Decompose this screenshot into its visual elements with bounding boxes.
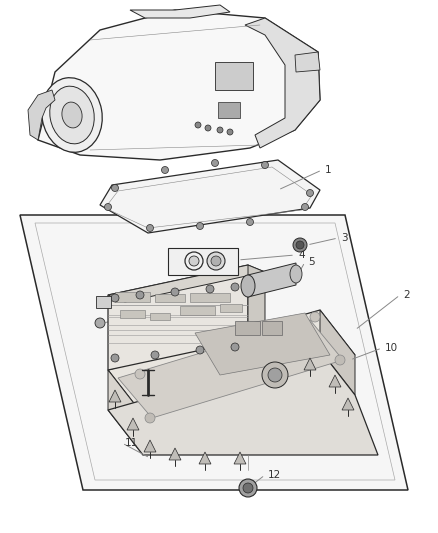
Circle shape bbox=[212, 159, 219, 166]
Circle shape bbox=[261, 161, 268, 168]
Circle shape bbox=[151, 351, 159, 359]
Ellipse shape bbox=[241, 275, 255, 297]
Bar bbox=[220, 304, 242, 312]
Circle shape bbox=[307, 190, 314, 197]
Bar bbox=[235, 321, 260, 335]
Polygon shape bbox=[108, 265, 265, 302]
Circle shape bbox=[135, 369, 145, 379]
Circle shape bbox=[206, 285, 214, 293]
Circle shape bbox=[207, 252, 225, 270]
Circle shape bbox=[105, 204, 112, 211]
Text: 5: 5 bbox=[308, 257, 314, 267]
Circle shape bbox=[262, 362, 288, 388]
Bar bbox=[180, 306, 215, 315]
Bar bbox=[120, 310, 145, 318]
Polygon shape bbox=[100, 160, 320, 233]
Text: 10: 10 bbox=[385, 343, 398, 353]
Ellipse shape bbox=[42, 78, 102, 152]
Circle shape bbox=[197, 222, 204, 230]
Polygon shape bbox=[144, 440, 156, 452]
Bar bbox=[218, 102, 240, 118]
Polygon shape bbox=[108, 350, 378, 455]
Polygon shape bbox=[234, 452, 246, 464]
Circle shape bbox=[301, 204, 308, 211]
Polygon shape bbox=[342, 398, 354, 410]
Bar bbox=[150, 313, 170, 320]
Ellipse shape bbox=[290, 265, 302, 283]
Circle shape bbox=[243, 483, 253, 493]
Polygon shape bbox=[108, 370, 143, 455]
Bar bbox=[262, 321, 282, 335]
Polygon shape bbox=[168, 248, 238, 275]
Circle shape bbox=[111, 294, 119, 302]
Polygon shape bbox=[108, 265, 248, 370]
Circle shape bbox=[171, 288, 179, 296]
Circle shape bbox=[136, 291, 144, 299]
Polygon shape bbox=[28, 90, 55, 140]
Text: 9: 9 bbox=[198, 370, 205, 380]
Polygon shape bbox=[245, 18, 320, 148]
Polygon shape bbox=[169, 448, 181, 460]
Polygon shape bbox=[130, 5, 230, 18]
Circle shape bbox=[205, 125, 211, 131]
Circle shape bbox=[296, 241, 304, 249]
Polygon shape bbox=[20, 215, 408, 490]
Polygon shape bbox=[304, 358, 316, 370]
Bar bbox=[155, 294, 185, 302]
Circle shape bbox=[268, 368, 282, 382]
Circle shape bbox=[196, 346, 204, 354]
Circle shape bbox=[145, 413, 155, 423]
Polygon shape bbox=[329, 375, 341, 387]
Text: 1: 1 bbox=[325, 165, 332, 175]
Circle shape bbox=[112, 184, 119, 191]
Circle shape bbox=[239, 479, 257, 497]
Circle shape bbox=[195, 122, 201, 128]
Circle shape bbox=[247, 219, 254, 225]
Bar bbox=[115, 292, 150, 302]
Circle shape bbox=[335, 355, 345, 365]
Text: 11: 11 bbox=[125, 438, 138, 448]
Ellipse shape bbox=[50, 86, 94, 144]
Circle shape bbox=[162, 166, 169, 174]
Circle shape bbox=[310, 312, 320, 322]
Polygon shape bbox=[248, 265, 265, 347]
Polygon shape bbox=[248, 263, 296, 297]
Polygon shape bbox=[295, 52, 320, 72]
Polygon shape bbox=[118, 320, 343, 418]
Text: 4: 4 bbox=[298, 250, 304, 260]
Bar bbox=[215, 62, 253, 90]
Bar bbox=[190, 293, 230, 302]
Polygon shape bbox=[38, 10, 320, 160]
Text: 12: 12 bbox=[268, 470, 281, 480]
Polygon shape bbox=[108, 310, 355, 415]
Polygon shape bbox=[199, 452, 211, 464]
Bar bbox=[96, 296, 111, 308]
Circle shape bbox=[189, 256, 199, 266]
Circle shape bbox=[146, 224, 153, 231]
Text: 7: 7 bbox=[158, 307, 165, 317]
Text: 8: 8 bbox=[176, 383, 183, 393]
Circle shape bbox=[227, 129, 233, 135]
Text: 3: 3 bbox=[341, 233, 348, 243]
Polygon shape bbox=[127, 418, 139, 430]
Polygon shape bbox=[195, 313, 330, 375]
Circle shape bbox=[211, 256, 221, 266]
Circle shape bbox=[231, 343, 239, 351]
Circle shape bbox=[231, 283, 239, 291]
Circle shape bbox=[293, 238, 307, 252]
Circle shape bbox=[217, 127, 223, 133]
Circle shape bbox=[95, 318, 105, 328]
Text: 6: 6 bbox=[166, 288, 173, 298]
Text: 2: 2 bbox=[403, 290, 410, 300]
Ellipse shape bbox=[62, 102, 82, 128]
Polygon shape bbox=[109, 390, 121, 402]
Polygon shape bbox=[320, 310, 355, 395]
Circle shape bbox=[111, 354, 119, 362]
